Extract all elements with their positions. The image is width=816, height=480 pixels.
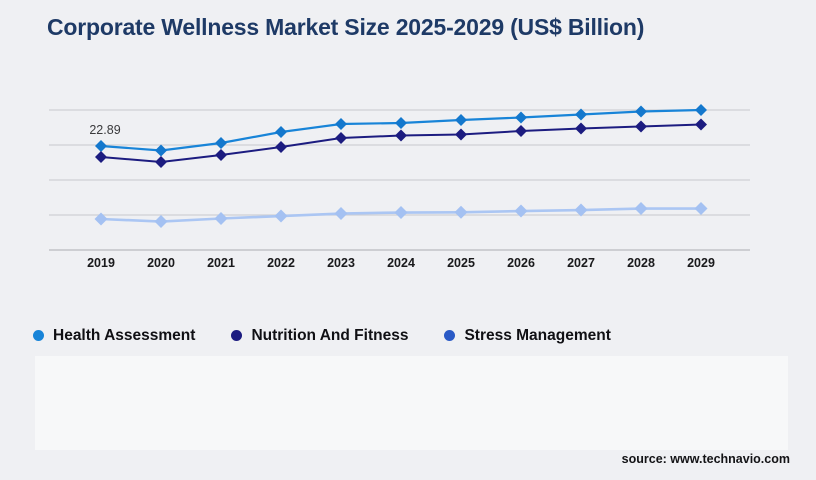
data-point-health-assessment-2021 (215, 137, 227, 150)
legend-item-nutrition-and-fitness: Nutrition And Fitness (231, 327, 408, 345)
data-point-health-assessment-2022 (275, 126, 287, 139)
data-point-stress-management-2028 (634, 202, 648, 216)
series-stress-management (94, 202, 708, 229)
source-note: source: www.technavio.com (621, 452, 790, 466)
legend-marker-icon (231, 330, 243, 341)
data-point-health-assessment-2019 (95, 140, 107, 152)
data-point-health-assessment-2029 (695, 104, 707, 117)
data-point-stress-management-2020 (154, 215, 168, 229)
data-point-health-assessment-2020 (155, 144, 167, 157)
data-point-stress-management-2029 (694, 202, 708, 216)
data-point-stress-management-2025 (454, 205, 468, 219)
legend-item-health-assessment: Health Assessment (33, 327, 195, 345)
data-point-nutrition-and-fitness-2020 (155, 155, 167, 168)
data-point-nutrition-and-fitness-2023 (335, 132, 347, 145)
data-point-nutrition-and-fitness-2025 (455, 128, 467, 141)
data-point-nutrition-and-fitness-2028 (635, 120, 647, 133)
data-point-health-assessment-2024 (395, 117, 407, 130)
data-point-nutrition-and-fitness-2021 (215, 148, 227, 161)
data-point-nutrition-and-fitness-2029 (695, 118, 707, 131)
legend-label: Stress Management (464, 326, 611, 344)
data-point-nutrition-and-fitness-2019 (95, 150, 107, 163)
data-point-nutrition-and-fitness-2026 (515, 125, 527, 138)
series-health-assessment (95, 104, 707, 157)
data-point-health-assessment-2025 (455, 114, 467, 127)
data-point-health-assessment-2027 (575, 108, 587, 121)
chart-legend: Health Assessment Nutrition And Fitness St… (33, 325, 611, 346)
data-point-stress-management-2024 (394, 206, 408, 220)
data-point-stress-management-2019 (94, 212, 108, 226)
data-point-nutrition-and-fitness-2024 (395, 129, 407, 142)
legend-marker-icon (444, 330, 456, 341)
legend-label: Nutrition And Fitness (251, 326, 409, 344)
data-point-nutrition-and-fitness-2027 (575, 122, 587, 135)
data-point-health-assessment-2023 (335, 118, 347, 131)
data-point-stress-management-2022 (274, 209, 288, 223)
data-point-health-assessment-2028 (635, 105, 647, 118)
series-nutrition-and-fitness (95, 118, 707, 168)
background-panel (35, 356, 788, 450)
data-point-nutrition-and-fitness-2022 (275, 140, 287, 153)
data-point-health-assessment-2026 (515, 111, 527, 124)
chart-title: Corporate Wellness Market Size 2025-2029… (47, 14, 645, 40)
legend-marker-icon (33, 330, 44, 341)
legend-item-stress-management: Stress Management (444, 326, 611, 345)
data-point-stress-management-2023 (334, 207, 348, 221)
data-point-stress-management-2026 (514, 204, 528, 218)
data-point-stress-management-2027 (574, 203, 588, 217)
data-point-stress-management-2021 (214, 212, 228, 226)
legend-label: Health Assessment (53, 326, 196, 344)
